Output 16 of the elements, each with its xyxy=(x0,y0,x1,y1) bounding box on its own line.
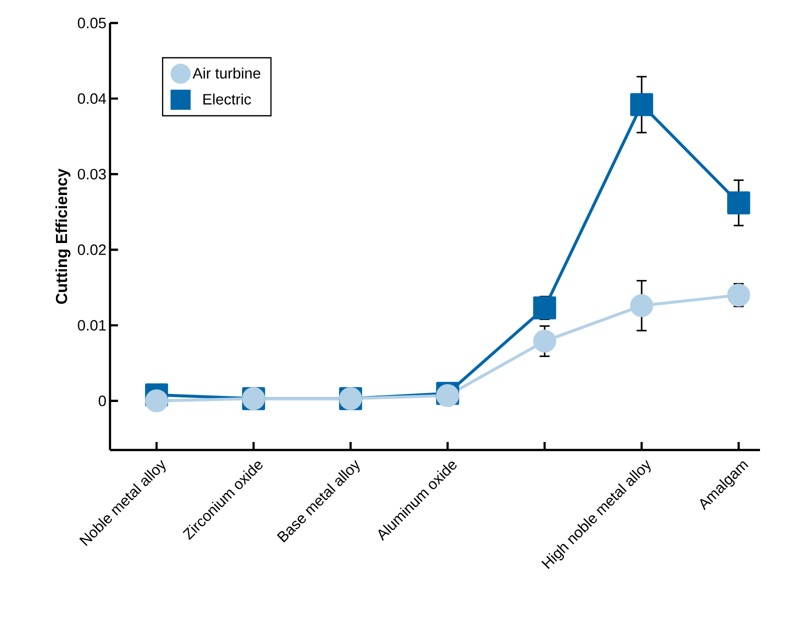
point xyxy=(727,191,750,214)
y-tick-label: 0.02 xyxy=(78,244,106,256)
point xyxy=(533,296,556,320)
y-axis-title: Cutting Efficiency xyxy=(55,168,70,304)
point xyxy=(727,284,750,307)
point xyxy=(145,389,168,412)
y-tick-label: 0.04 xyxy=(78,93,106,104)
y-tick-label: 0.03 xyxy=(78,168,106,180)
point xyxy=(630,294,654,318)
legend-label: Air turbine xyxy=(192,68,260,79)
point xyxy=(533,330,556,353)
y-tick-label: 0.05 xyxy=(78,18,106,28)
y-tick-label: 0 xyxy=(98,396,106,406)
legend-label: Electric xyxy=(203,94,251,105)
point xyxy=(630,93,654,116)
y-tick-label: 0.01 xyxy=(78,320,106,331)
